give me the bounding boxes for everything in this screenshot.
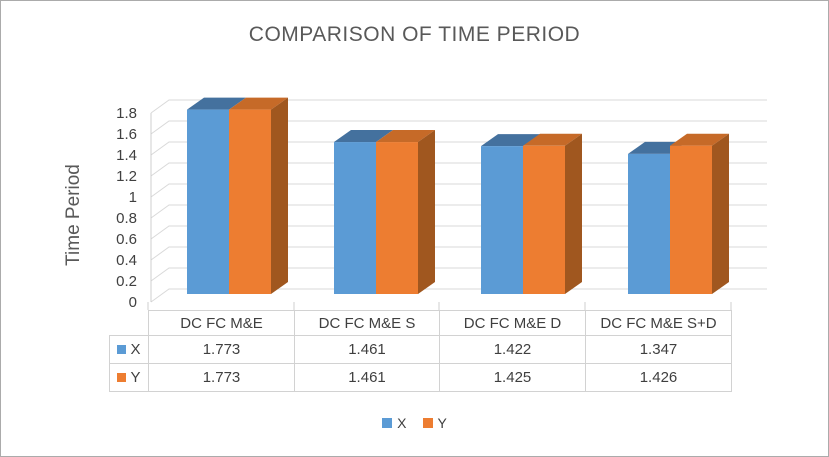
series-key-label: Y — [130, 369, 141, 386]
bar-Y-1-side[interactable] — [418, 130, 435, 294]
bar-X-3[interactable] — [628, 153, 670, 294]
y-tick-label: 0.8 — [116, 210, 137, 227]
table-value-cell: 1.461 — [294, 335, 440, 364]
table-corner-cell — [110, 311, 149, 336]
bar-X-1[interactable] — [334, 142, 376, 294]
table-value-cell: 1.347 — [585, 335, 732, 364]
legend-label: X — [397, 415, 407, 431]
series-Y-swatch-icon — [117, 373, 127, 382]
data-table: DC FC M&E DC FC M&E S DC FC M&E D DC FC M&E… — [109, 310, 732, 392]
chart-title: COMPARISON OF TIME PERIOD — [248, 23, 581, 46]
bar-X-0-top[interactable] — [187, 97, 246, 110]
y-tick-label: 1.2 — [116, 168, 137, 185]
legend-label: Y — [437, 415, 447, 431]
table-value-cell: 1.773 — [148, 363, 295, 392]
table-category-cell: DC FC M&E S+D — [585, 310, 732, 336]
bar-Y-2-top[interactable] — [523, 133, 582, 146]
y-tick-label: 0.2 — [116, 273, 137, 290]
table-series-key-X: X — [109, 335, 149, 364]
table-category-cell: DC FC M&E — [148, 310, 295, 336]
bar-X-0[interactable] — [187, 109, 229, 294]
bar-Y-3-side[interactable] — [712, 133, 729, 294]
bar-Y-3-top[interactable] — [670, 133, 729, 146]
table-category-cell: DC FC M&E D — [439, 310, 586, 336]
table-series-key-Y: Y — [109, 363, 149, 392]
series-key-label: X — [130, 341, 141, 358]
table-value-cell: 1.773 — [148, 335, 295, 364]
table-value-cell: 1.422 — [439, 335, 586, 364]
y-tick-label: 1.6 — [116, 126, 137, 143]
y-tick-label: 0.4 — [116, 252, 137, 269]
bar-X-2[interactable] — [481, 146, 523, 294]
bar-Y-0[interactable] — [229, 109, 271, 294]
legend-swatch-Y-icon — [422, 418, 433, 428]
legend-item-Y[interactable]: Y — [422, 415, 447, 431]
bar-Y-2-side[interactable] — [565, 133, 582, 294]
y-tick-label: 0 — [129, 294, 137, 311]
table-value-cell: 1.425 — [439, 363, 586, 392]
bar-X-2-top[interactable] — [481, 134, 540, 147]
series-X-swatch-icon — [117, 345, 127, 354]
bar-Y-1[interactable] — [376, 142, 418, 294]
bar-Y-1-top[interactable] — [376, 130, 435, 143]
bar-Y-0-top[interactable] — [229, 97, 288, 110]
bar-Y-2[interactable] — [523, 145, 565, 294]
y-tick-label: 0.6 — [116, 231, 137, 248]
y-tick-label: 1 — [129, 189, 137, 206]
table-value-cell: 1.426 — [585, 363, 732, 392]
gridline — [150, 120, 767, 135]
gridline — [150, 99, 767, 114]
y-tick-label: 1.4 — [116, 147, 137, 164]
table-category-cell: DC FC M&E S — [294, 310, 440, 336]
legend-swatch-X-icon — [382, 418, 393, 428]
table-value-cell: 1.461 — [294, 363, 440, 392]
bar-X-1-top[interactable] — [334, 130, 393, 143]
bar-Y-3[interactable] — [670, 145, 712, 294]
y-tick-label: 1.8 — [116, 105, 137, 122]
data-table-grid: DC FC M&E DC FC M&E S DC FC M&E D DC FC M&E… — [109, 310, 732, 392]
bar-Y-0-side[interactable] — [271, 97, 288, 294]
legend-item-X[interactable]: X — [382, 415, 407, 431]
